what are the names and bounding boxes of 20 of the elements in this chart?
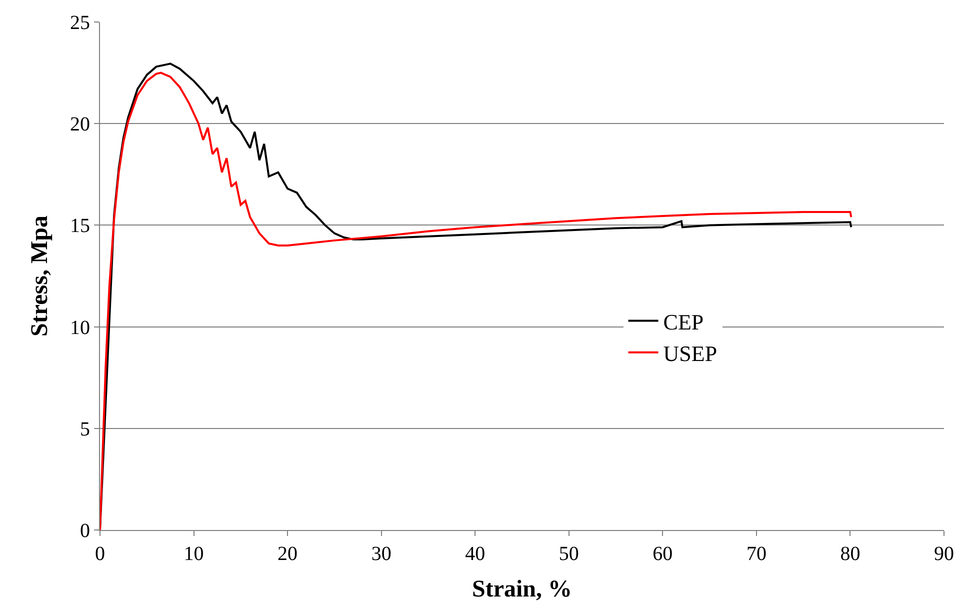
y-tick-label: 10: [70, 316, 90, 339]
y-axis-title: Stress, Mpa: [27, 216, 54, 336]
x-tick-label: 50: [558, 543, 579, 565]
x-tick-label: 80: [840, 543, 860, 565]
x-tick-label: 30: [371, 543, 392, 565]
x-tick-label: 10: [184, 543, 204, 565]
x-tick-label: 20: [278, 543, 298, 565]
legend-label: USEP: [663, 340, 718, 366]
y-tick-label: 15: [70, 215, 90, 238]
y-tick-label: 0: [80, 520, 90, 542]
y-tick-label: 5: [80, 418, 90, 440]
x-tick-label: 70: [746, 543, 766, 565]
legend-label: CEP: [663, 309, 704, 334]
y-tick-label: 25: [70, 12, 90, 34]
x-axis-title: Strain, %: [472, 576, 572, 602]
y-tick-label: 20: [70, 114, 90, 136]
x-tick-label: 0: [95, 543, 105, 565]
x-tick-label: 90: [934, 543, 954, 565]
x-tick-label: 60: [652, 543, 673, 565]
x-tick-label: 40: [465, 543, 486, 565]
